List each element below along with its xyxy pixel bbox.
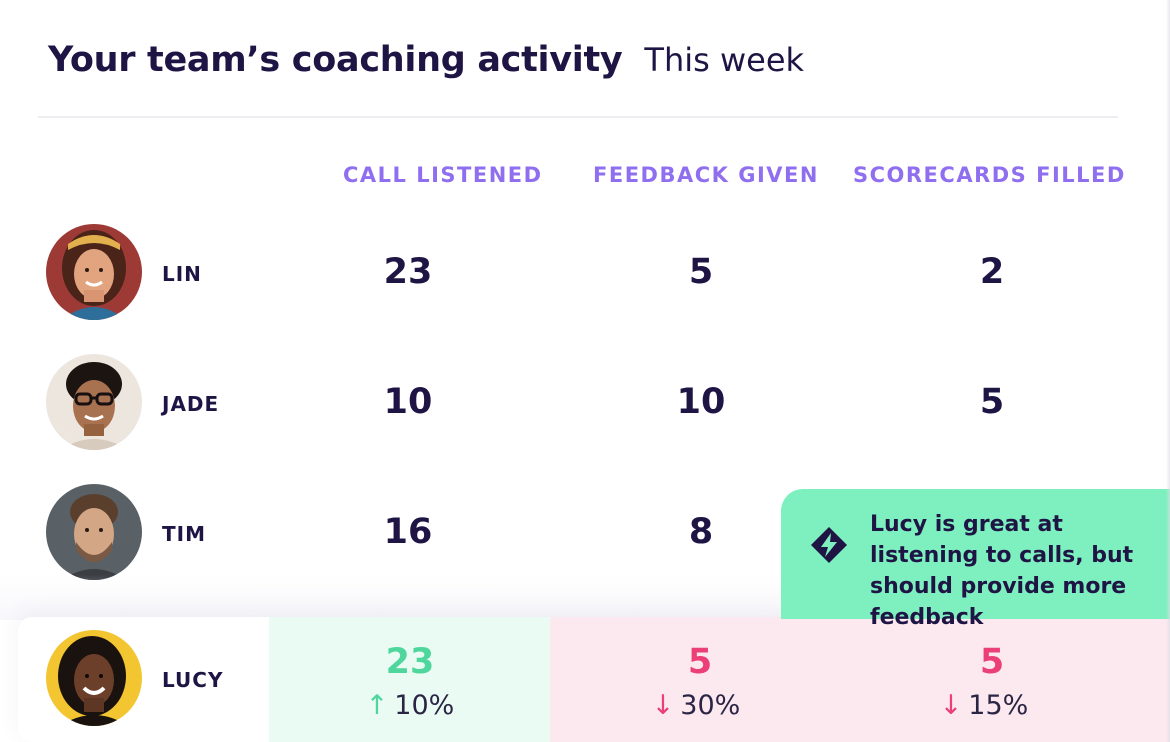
scorecards-filled-value: 5 (979, 642, 1005, 682)
column-header-call-listened: CALL LISTENED (343, 163, 543, 187)
column-header-scorecards-filled: SCORECARDS FILLED (853, 163, 1126, 187)
calls-listened-delta: ↑ 10% (330, 690, 490, 721)
feedback-given-delta: ↓ 30% (616, 690, 776, 721)
member-name: LUCY (162, 668, 224, 692)
feedback-given-value: 10 (676, 382, 726, 422)
positive-cell-bg (269, 617, 550, 742)
feedback-given-value: 5 (688, 252, 714, 292)
scorecards-filled-value: 2 (979, 252, 1005, 292)
column-header-feedback-given: FEEDBACK GIVEN (593, 163, 819, 187)
insight-text: Lucy is great at listening to calls, but… (870, 512, 1134, 630)
lightning-diamond-icon (809, 525, 849, 565)
header-divider (38, 116, 1118, 118)
avatar (46, 630, 142, 726)
calls-listened-value: 23 (385, 642, 435, 682)
card-header: Your team’s coaching activity This week (48, 40, 804, 80)
calls-listened-value: 10 (383, 382, 433, 422)
delta-value: 10% (394, 690, 455, 721)
period-label: This week (644, 41, 805, 79)
feedback-given-value: 5 (687, 642, 713, 682)
table-row[interactable]: JADE 10 10 5 (0, 352, 1170, 452)
delta-value: 30% (680, 690, 741, 721)
arrow-up-icon: ↑ (365, 690, 389, 721)
table-row[interactable]: LIN 23 5 2 (0, 222, 1170, 322)
scorecards-filled-value: 5 (979, 382, 1005, 422)
avatar (46, 354, 142, 450)
negative-cells-bg (550, 617, 1170, 742)
arrow-down-icon: ↓ (651, 690, 675, 721)
calls-listened-value: 23 (383, 252, 433, 292)
avatar (46, 224, 142, 320)
member-name: JADE (162, 392, 220, 416)
member-name: TIM (162, 522, 206, 546)
calls-listened-value: 16 (383, 512, 433, 552)
member-name: LIN (162, 262, 202, 286)
avatar (46, 484, 142, 580)
arrow-down-icon: ↓ (939, 690, 963, 721)
scorecards-filled-delta: ↓ 15% (904, 690, 1064, 721)
insight-callout: Lucy is great at listening to calls, but… (781, 489, 1170, 630)
page-title: Your team’s coaching activity (48, 40, 623, 80)
card-edge (1166, 0, 1170, 742)
feedback-given-value: 8 (688, 512, 714, 552)
delta-value: 15% (968, 690, 1029, 721)
